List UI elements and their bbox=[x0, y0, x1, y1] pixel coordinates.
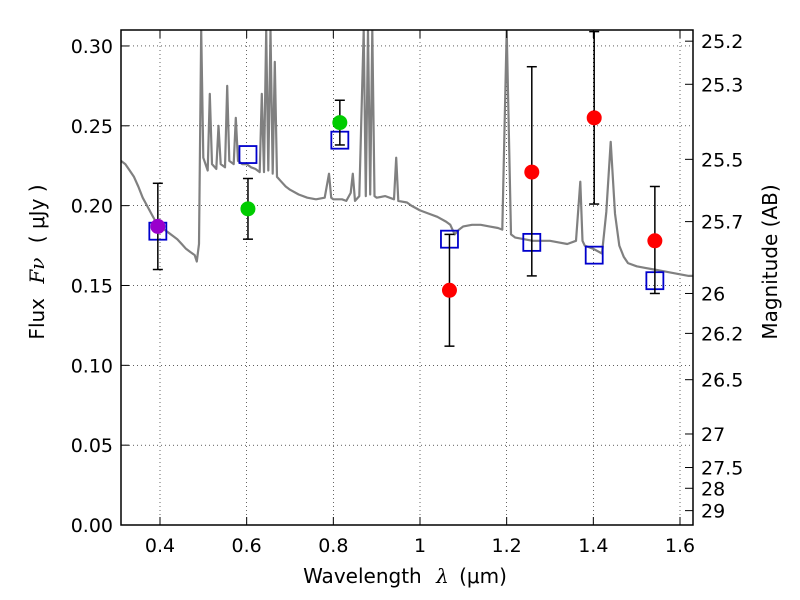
mag-tick-label: 25.5 bbox=[701, 149, 743, 171]
x-axis-ticks: 0.4 0.6 0.8 1 1.2 1.4 1.6 bbox=[145, 30, 695, 557]
y-axis-title-symbol: Fν bbox=[25, 258, 49, 285]
model-spectrum-group bbox=[121, 30, 693, 277]
y-tick-label: 0.15 bbox=[71, 275, 113, 297]
observed-flux-point bbox=[647, 233, 663, 249]
x-axis-title-prefix: Wavelength bbox=[303, 564, 422, 588]
y-tick-label: 0.20 bbox=[71, 196, 113, 218]
x-tick-label: 0.8 bbox=[318, 535, 348, 557]
y-tick-label: 0.05 bbox=[71, 435, 113, 457]
observed-flux-point bbox=[441, 282, 457, 298]
mag-tick-label: 25.7 bbox=[701, 212, 743, 234]
model-photometry-square bbox=[238, 145, 258, 164]
x-tick-label: 1 bbox=[414, 535, 426, 557]
x-tick-label: 1.4 bbox=[578, 535, 608, 557]
x-tick-label: 0.6 bbox=[232, 535, 262, 557]
observed-flux-point bbox=[150, 218, 166, 234]
mag-tick-label: 26.5 bbox=[701, 370, 743, 392]
mag-tick-label: 27 bbox=[701, 424, 725, 446]
x-axis-title: Wavelength λ (μm) bbox=[303, 564, 507, 588]
y2-axis-title: Magnitude (AB) bbox=[758, 184, 782, 339]
y-axis-title-unit: ( μJy ) bbox=[25, 184, 49, 243]
y-tick-label: 0.30 bbox=[71, 36, 113, 58]
plot-frame bbox=[120, 29, 694, 526]
y-tick-label: 0.25 bbox=[71, 116, 113, 138]
model-photometry-square bbox=[584, 245, 604, 265]
y-axis-ticks: 0.00 0.05 0.10 0.15 0.20 0.25 0.30 bbox=[71, 36, 129, 537]
mag-tick-label: 26.2 bbox=[701, 323, 743, 345]
model-spectrum-line bbox=[121, 30, 693, 277]
x-tick-label: 0.4 bbox=[145, 535, 175, 557]
observations-group bbox=[150, 30, 663, 347]
y-axis-title: Flux Fν ( μJy ) bbox=[25, 184, 49, 339]
y-tick-label: 0.00 bbox=[71, 515, 113, 537]
x-axis-title-symbol: λ bbox=[435, 564, 449, 588]
mag-tick-label: 25.2 bbox=[701, 31, 743, 53]
mag-tick-label: 27.5 bbox=[701, 458, 743, 480]
mag-tick-label: 26 bbox=[701, 283, 725, 305]
mag-tick-label: 28 bbox=[701, 478, 725, 500]
observed-flux-point bbox=[524, 164, 540, 180]
y-tick-label: 0.10 bbox=[71, 355, 113, 377]
mag-tick-label: 25.3 bbox=[701, 74, 743, 96]
observed-flux-point bbox=[332, 115, 348, 131]
x-tick-label: 1.6 bbox=[665, 535, 695, 557]
mag-tick-label: 29 bbox=[701, 501, 725, 523]
x-tick-label: 1.2 bbox=[492, 535, 522, 557]
observed-flux-point bbox=[240, 201, 256, 217]
x-axis-title-unit: (μm) bbox=[459, 564, 507, 588]
y-axis-title-prefix: Flux bbox=[25, 298, 49, 340]
observed-flux-point bbox=[586, 110, 602, 126]
